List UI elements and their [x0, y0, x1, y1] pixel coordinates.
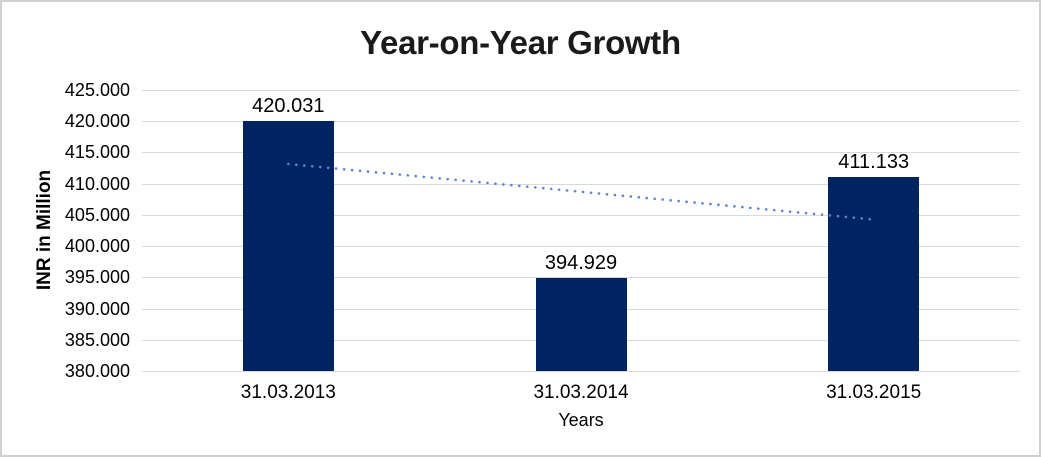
bar-data-label: 420.031	[252, 95, 325, 118]
y-axis-tick-label: 415.000	[64, 142, 130, 163]
bar-data-label: 394.929	[544, 251, 618, 274]
trendline-dotted	[287, 162, 875, 221]
x-axis-category-label: 31.03.2013	[240, 382, 336, 403]
gridline	[142, 246, 1020, 248]
gridline	[142, 371, 1020, 372]
y-axis-tick-label: 395.000	[64, 267, 130, 288]
bar-31.03.2015	[828, 176, 920, 371]
x-axis-category-label: 31.03.2014	[533, 382, 629, 403]
chart-title: Year-on-Year Growth	[360, 24, 681, 61]
x-axis-category-label: 31.03.2015	[826, 382, 922, 403]
bar-31.03.2013	[242, 121, 334, 371]
gridline	[142, 152, 1020, 154]
gridline	[142, 121, 1020, 123]
gridline	[142, 90, 1020, 91]
y-axis-tick-label: 390.000	[64, 298, 130, 319]
x-axis-title: Years	[558, 410, 604, 430]
y-axis-tick-label: 405.000	[64, 204, 130, 225]
bar-31.03.2014	[535, 277, 627, 371]
y-axis-tick-label: 385.000	[64, 329, 130, 350]
bar-data-label: 411.133	[838, 150, 910, 173]
y-axis-tick-label: 425.000	[64, 80, 130, 100]
y-axis-tick-label: 410.000	[64, 173, 130, 194]
y-axis-tick-label: 420.000	[64, 111, 130, 132]
y-axis-tick-label: 400.000	[64, 236, 130, 257]
y-axis-tick-label: 380.000	[64, 361, 130, 381]
